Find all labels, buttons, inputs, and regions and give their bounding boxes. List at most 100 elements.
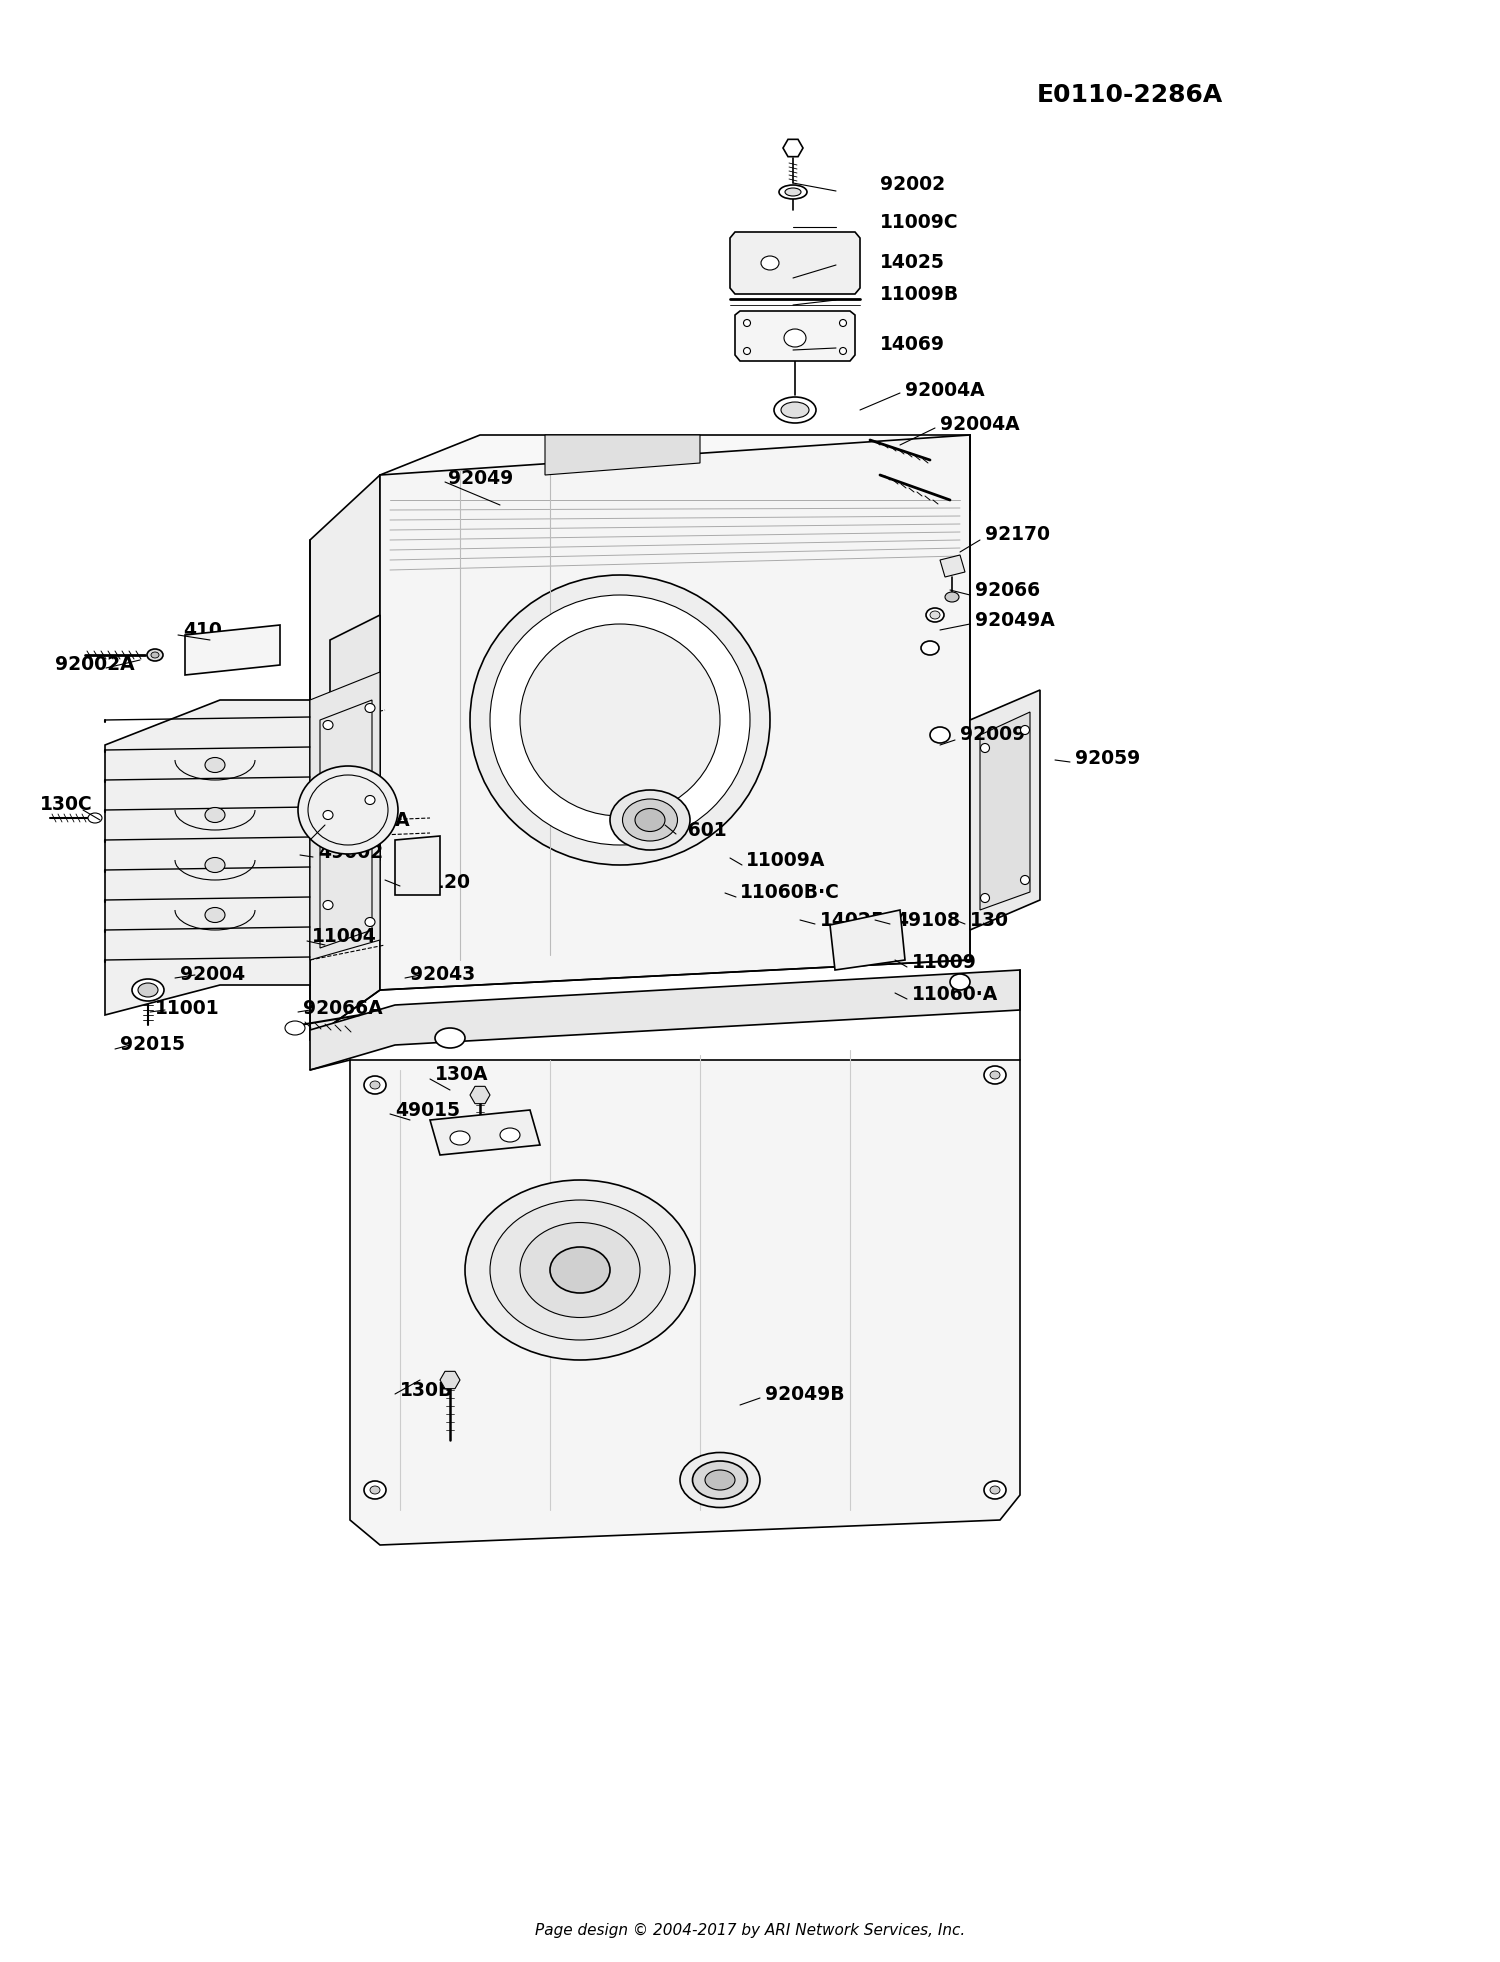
Ellipse shape xyxy=(364,1481,386,1499)
Ellipse shape xyxy=(370,1081,380,1089)
Polygon shape xyxy=(394,836,439,895)
Text: 130C: 130C xyxy=(40,795,93,814)
Ellipse shape xyxy=(152,651,159,657)
Polygon shape xyxy=(350,1059,1020,1544)
Text: 11009C: 11009C xyxy=(880,212,959,232)
Ellipse shape xyxy=(470,575,770,865)
Ellipse shape xyxy=(364,704,375,712)
Polygon shape xyxy=(380,436,970,549)
Ellipse shape xyxy=(610,791,690,850)
Text: 49120: 49120 xyxy=(405,873,470,891)
Ellipse shape xyxy=(840,347,846,355)
Ellipse shape xyxy=(950,973,970,991)
Ellipse shape xyxy=(147,649,164,661)
Ellipse shape xyxy=(782,402,808,418)
Ellipse shape xyxy=(520,624,720,816)
Polygon shape xyxy=(735,312,855,361)
Text: 11001: 11001 xyxy=(154,999,219,1018)
Ellipse shape xyxy=(774,396,816,424)
Text: 92004: 92004 xyxy=(180,965,244,983)
Text: 92049: 92049 xyxy=(448,469,513,487)
Text: 49015: 49015 xyxy=(394,1101,460,1120)
Ellipse shape xyxy=(984,1481,1006,1499)
Polygon shape xyxy=(940,555,964,577)
Ellipse shape xyxy=(981,893,990,903)
Ellipse shape xyxy=(680,1452,760,1507)
Text: -601: -601 xyxy=(680,820,726,840)
Polygon shape xyxy=(830,910,904,969)
Polygon shape xyxy=(470,1087,490,1105)
Ellipse shape xyxy=(500,1128,520,1142)
Ellipse shape xyxy=(760,255,778,271)
Text: Page design © 2004-2017 by ARI Network Services, Inc.: Page design © 2004-2017 by ARI Network S… xyxy=(536,1923,964,1938)
Text: 49002A: 49002A xyxy=(330,810,410,830)
Polygon shape xyxy=(980,712,1030,910)
Ellipse shape xyxy=(490,594,750,846)
Text: 14025: 14025 xyxy=(880,253,945,271)
Ellipse shape xyxy=(285,1020,304,1036)
Polygon shape xyxy=(730,232,860,294)
Ellipse shape xyxy=(364,1075,386,1095)
Ellipse shape xyxy=(132,979,164,1001)
Ellipse shape xyxy=(322,901,333,910)
Text: 130B: 130B xyxy=(400,1381,453,1399)
Ellipse shape xyxy=(981,744,990,753)
Polygon shape xyxy=(430,1110,540,1156)
Ellipse shape xyxy=(984,1065,1006,1083)
Text: 92004A: 92004A xyxy=(940,416,1020,434)
Text: 410: 410 xyxy=(183,620,222,640)
Text: 92002A: 92002A xyxy=(56,655,135,675)
Text: 92009: 92009 xyxy=(960,726,1026,744)
Ellipse shape xyxy=(206,808,225,822)
Ellipse shape xyxy=(921,642,939,655)
Ellipse shape xyxy=(634,808,664,832)
Polygon shape xyxy=(783,139,802,157)
Text: 11060B·C: 11060B·C xyxy=(740,883,840,903)
Polygon shape xyxy=(330,614,380,885)
Polygon shape xyxy=(310,969,1020,1069)
Ellipse shape xyxy=(206,757,225,773)
Text: 92015: 92015 xyxy=(120,1036,184,1054)
Text: 92004A: 92004A xyxy=(904,381,984,400)
Text: 14025A: 14025A xyxy=(821,910,900,930)
Ellipse shape xyxy=(322,810,333,820)
Ellipse shape xyxy=(370,1485,380,1493)
Text: 49108: 49108 xyxy=(896,910,960,930)
Text: 92170: 92170 xyxy=(986,526,1050,545)
Ellipse shape xyxy=(930,610,940,618)
Text: E0110-2286A: E0110-2286A xyxy=(1036,82,1222,108)
Text: 92049A: 92049A xyxy=(975,610,1054,630)
Ellipse shape xyxy=(744,347,750,355)
Ellipse shape xyxy=(364,795,375,804)
Text: 92002: 92002 xyxy=(880,175,945,194)
Ellipse shape xyxy=(520,1222,640,1318)
Text: 130A: 130A xyxy=(435,1065,489,1085)
Text: 92049B: 92049B xyxy=(765,1385,844,1405)
Ellipse shape xyxy=(322,720,333,730)
Ellipse shape xyxy=(298,765,398,853)
Ellipse shape xyxy=(744,320,750,326)
Ellipse shape xyxy=(1020,875,1029,885)
Ellipse shape xyxy=(945,593,958,602)
Polygon shape xyxy=(440,1371,460,1389)
Text: ARI: ARI xyxy=(460,638,780,802)
Polygon shape xyxy=(184,626,280,675)
Text: 92043: 92043 xyxy=(410,965,476,983)
Polygon shape xyxy=(310,673,380,959)
Ellipse shape xyxy=(550,1248,610,1293)
Text: 92066: 92066 xyxy=(975,581,1040,600)
Ellipse shape xyxy=(990,1485,1000,1493)
Text: 11060·A: 11060·A xyxy=(912,985,999,1005)
Text: 14069: 14069 xyxy=(880,336,945,355)
Ellipse shape xyxy=(705,1470,735,1489)
Polygon shape xyxy=(970,691,1040,930)
Text: 11004: 11004 xyxy=(312,928,376,946)
Polygon shape xyxy=(380,436,970,991)
Ellipse shape xyxy=(926,608,944,622)
Ellipse shape xyxy=(784,188,801,196)
Ellipse shape xyxy=(990,1071,1000,1079)
Text: 49002: 49002 xyxy=(318,844,382,863)
Ellipse shape xyxy=(88,812,102,822)
Text: 11009: 11009 xyxy=(912,954,976,973)
Text: 11009A: 11009A xyxy=(746,852,825,871)
